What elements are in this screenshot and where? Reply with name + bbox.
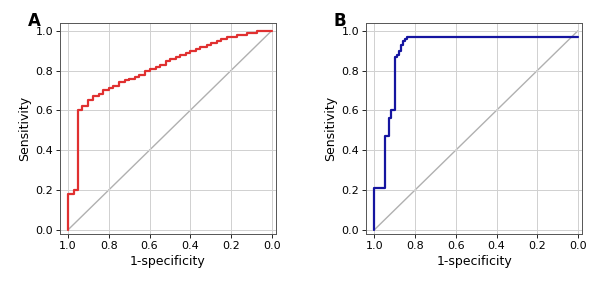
X-axis label: 1-specificity: 1-specificity [436, 255, 512, 268]
Text: B: B [334, 12, 347, 30]
Y-axis label: Sensitivity: Sensitivity [325, 96, 337, 161]
Y-axis label: Sensitivity: Sensitivity [18, 96, 31, 161]
Text: A: A [28, 12, 41, 30]
X-axis label: 1-specificity: 1-specificity [130, 255, 206, 268]
